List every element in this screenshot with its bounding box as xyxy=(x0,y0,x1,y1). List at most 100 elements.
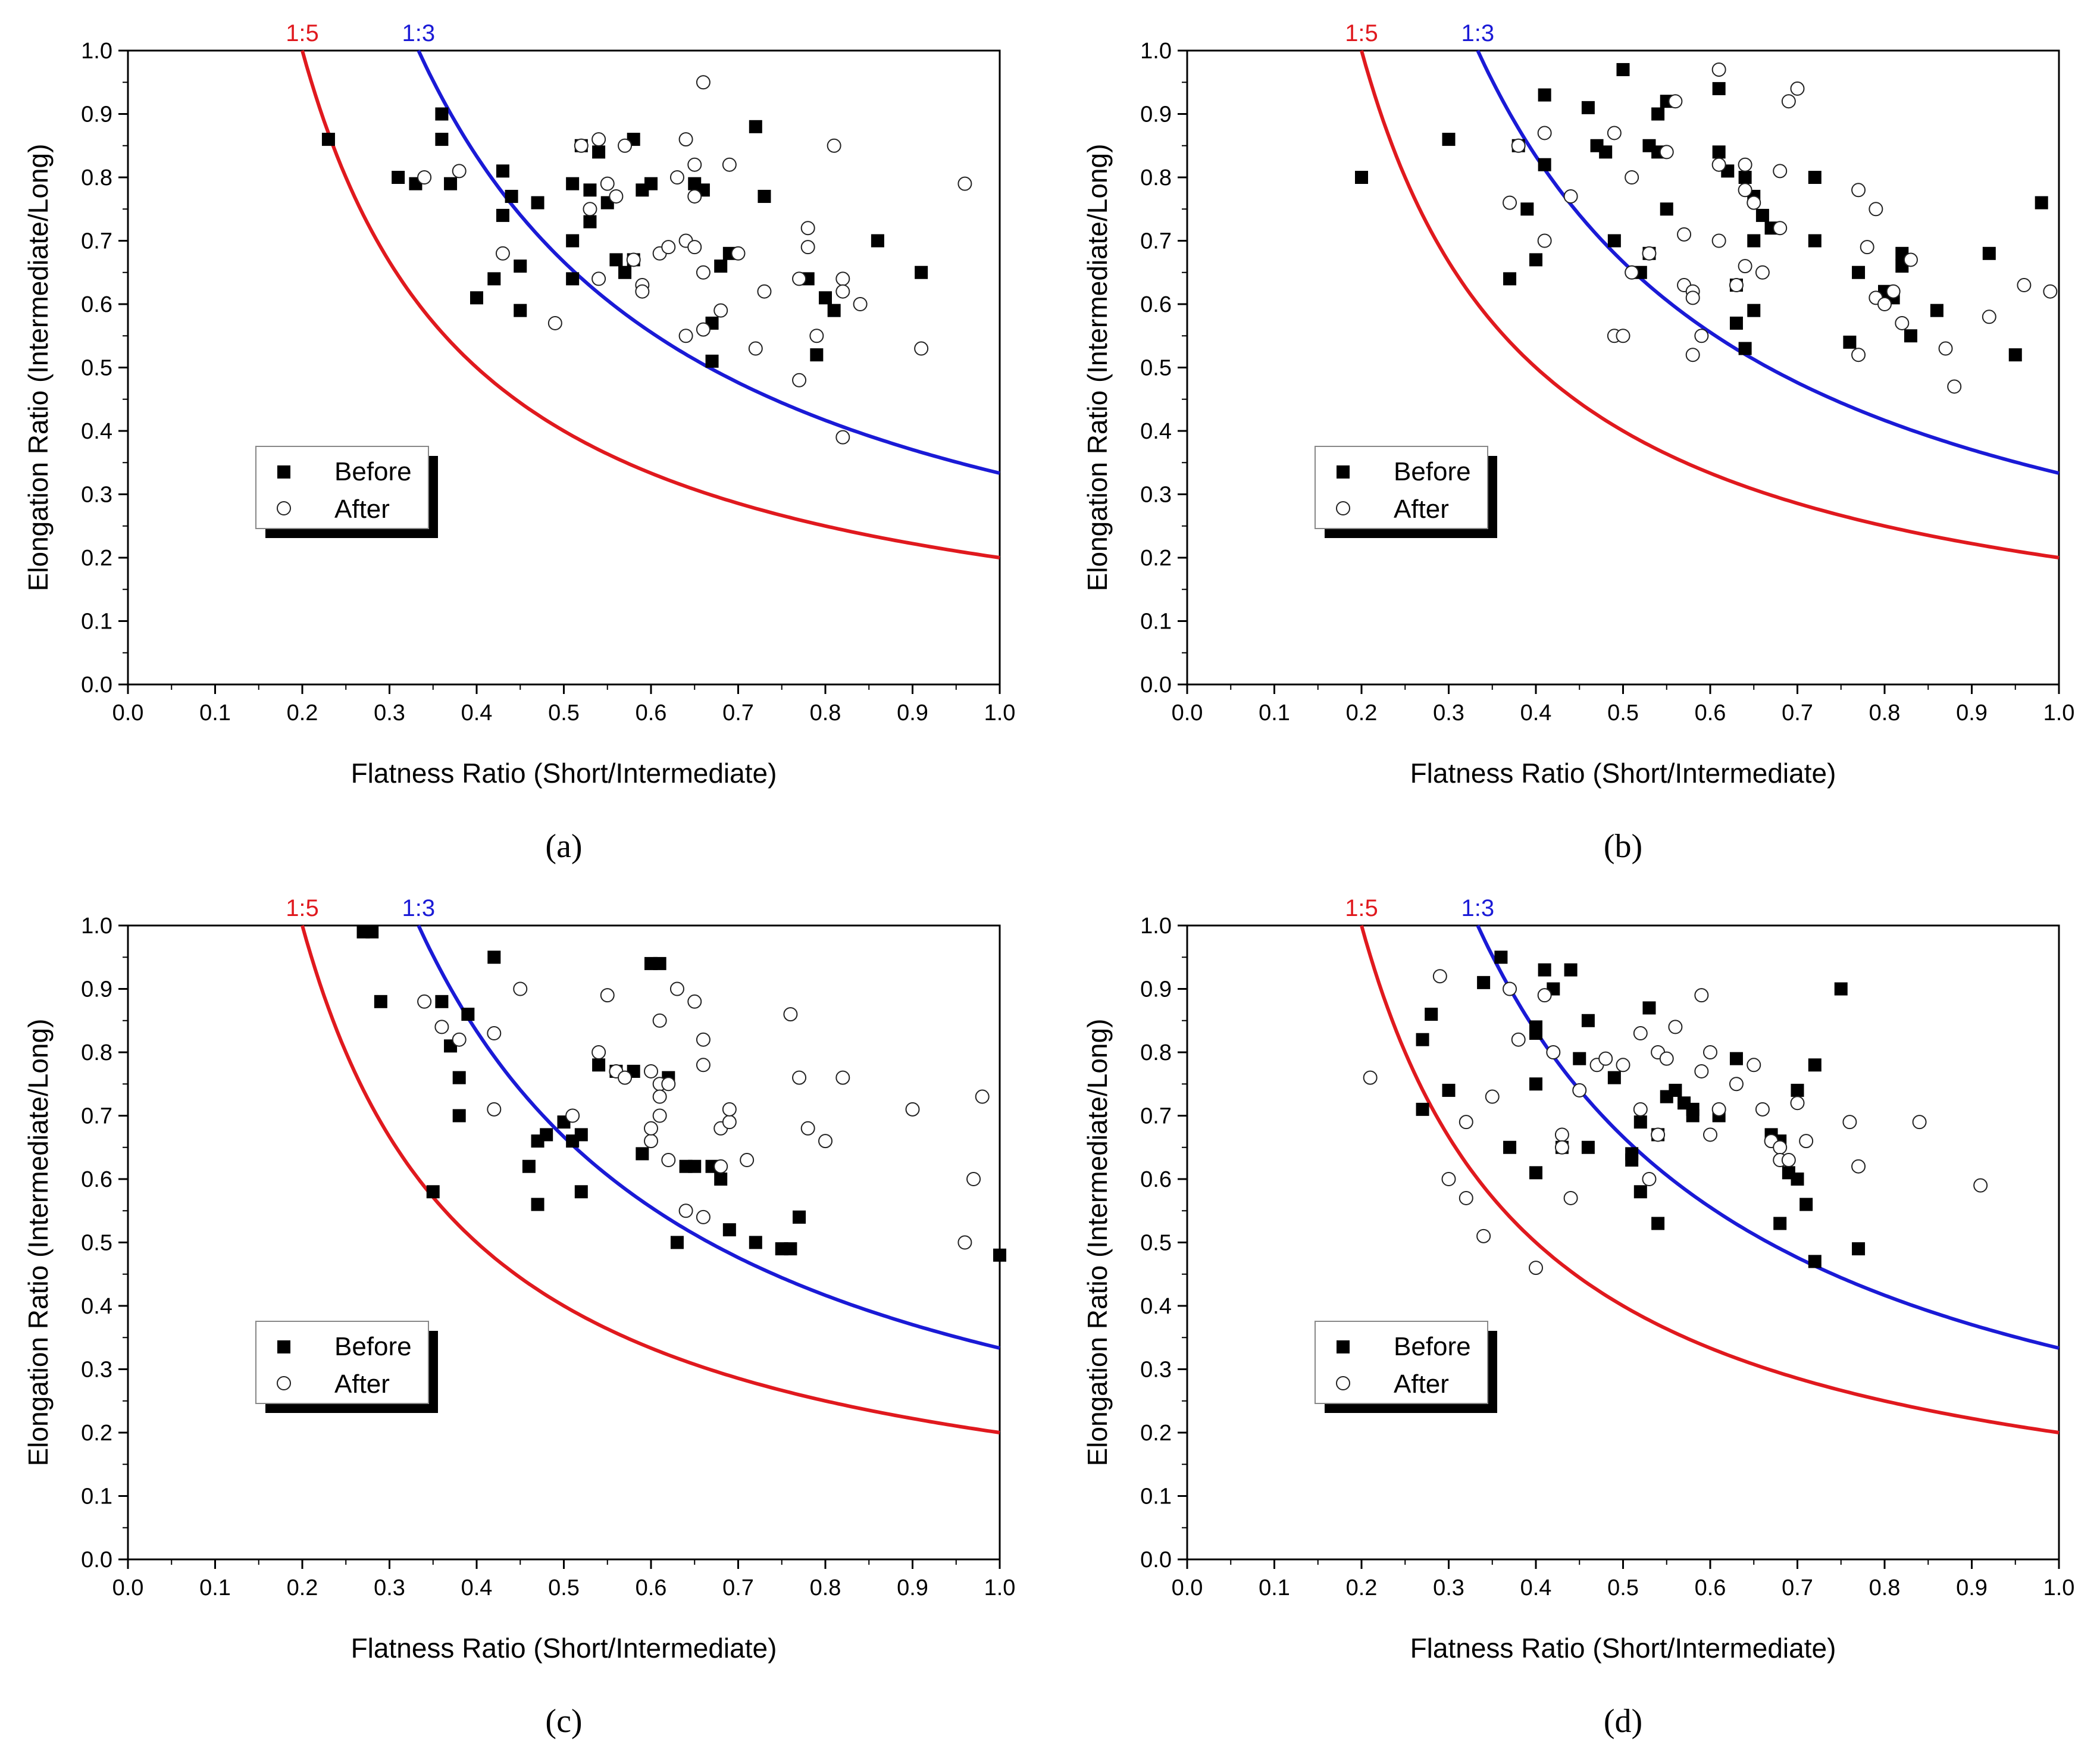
x-axis-title: Flatness Ratio (Short/Intermediate) xyxy=(1410,758,1836,789)
before-point xyxy=(496,164,509,178)
after-point xyxy=(513,981,528,996)
before-point xyxy=(470,291,483,305)
after-point xyxy=(1659,1051,1674,1066)
legend-after-marker xyxy=(277,1376,291,1390)
before-point xyxy=(1852,1242,1866,1256)
y-tick-label: 0.0 xyxy=(81,1547,112,1572)
before-point xyxy=(1642,1001,1656,1015)
chart-panel-c: 0.0 0.1 0.2 0.3 0.4 0.5 0.6 0.7 0.8 0.9 1.0 0.0 0.1 0… xyxy=(0,875,1024,1747)
before-point xyxy=(1808,1058,1822,1072)
before-point xyxy=(566,272,580,286)
after-point xyxy=(722,1102,737,1117)
after-point xyxy=(818,1134,833,1149)
before-point xyxy=(1442,133,1456,146)
after-point xyxy=(905,1102,920,1117)
before-point xyxy=(522,1159,536,1173)
before-point xyxy=(583,183,597,197)
before-point xyxy=(1729,1052,1743,1065)
after-point xyxy=(800,1121,815,1136)
legend-after-marker xyxy=(1336,1376,1350,1390)
before-point xyxy=(1651,107,1665,121)
after-point xyxy=(792,1070,807,1085)
after-point xyxy=(1668,94,1683,109)
after-point xyxy=(609,189,624,204)
before-point xyxy=(1834,982,1848,996)
after-point xyxy=(1616,1058,1630,1073)
after-point xyxy=(1363,1070,1378,1085)
before-point xyxy=(1843,335,1857,349)
after-point xyxy=(827,138,841,153)
y-tick-label: 0.0 xyxy=(81,673,112,698)
y-tick-label: 0.5 xyxy=(1140,1231,1172,1256)
before-point xyxy=(514,304,527,317)
scatter-chart-d: 0.0 0.1 0.2 0.3 0.4 0.5 0.6 0.7 0.8 0.9 1.0 0.0 0.1 0… xyxy=(1082,895,2074,1740)
x-tick-label: 0.3 xyxy=(374,1575,405,1600)
y-tick-label: 0.1 xyxy=(1140,609,1172,634)
scatter-chart-c: 0.0 0.1 0.2 0.3 0.4 0.5 0.6 0.7 0.8 0.9 1.0 0.0 0.1 0… xyxy=(23,895,1015,1740)
after-point xyxy=(1711,1102,1726,1117)
after-point xyxy=(1982,309,1996,324)
before-point xyxy=(531,196,544,210)
x-tick-label: 0.3 xyxy=(374,701,405,726)
after-point xyxy=(1659,145,1674,160)
before-point xyxy=(688,1159,702,1173)
after-point xyxy=(1747,1058,1761,1073)
y-tick-label: 0.1 xyxy=(81,609,112,634)
y-tick-label: 0.7 xyxy=(1140,1104,1172,1129)
after-point xyxy=(1711,157,1726,172)
x-tick-label: 0.9 xyxy=(1956,701,1988,726)
after-point xyxy=(835,271,850,286)
y-tick-label: 0.9 xyxy=(81,102,112,127)
plot-frame xyxy=(127,49,1001,686)
before-point xyxy=(1538,88,1551,102)
legend-before-label: Before xyxy=(1394,457,1471,486)
before-point xyxy=(1712,145,1726,159)
after-point xyxy=(1773,1140,1788,1155)
after-point xyxy=(1554,1140,1569,1155)
before-point xyxy=(496,208,509,222)
before-point xyxy=(505,189,518,203)
after-point xyxy=(1694,1064,1709,1078)
after-point xyxy=(696,1032,711,1047)
after-point xyxy=(1511,1032,1526,1047)
curve-1-3-label: 1:3 xyxy=(402,20,436,46)
before-point xyxy=(574,1128,588,1142)
y-tick-label: 0.5 xyxy=(1140,356,1172,381)
after-point xyxy=(1511,138,1526,153)
after-point xyxy=(487,1102,502,1117)
before-point xyxy=(1538,158,1551,171)
x-tick-label: 0.3 xyxy=(1433,701,1464,726)
x-tick-label: 0.2 xyxy=(1346,701,1378,726)
after-point xyxy=(1563,1190,1578,1205)
before-point xyxy=(452,1109,466,1123)
after-point xyxy=(678,132,693,147)
y-tick-label: 0.3 xyxy=(1140,1358,1172,1383)
before-point xyxy=(487,951,501,964)
after-point xyxy=(687,240,702,255)
x-axis-title: Flatness Ratio (Short/Intermediate) xyxy=(351,758,777,789)
after-point xyxy=(1459,1190,1473,1205)
before-point xyxy=(1607,1071,1621,1084)
x-tick-label: 0.5 xyxy=(548,701,580,726)
x-tick-label: 0.1 xyxy=(199,1575,231,1600)
y-tick-label: 0.3 xyxy=(1140,483,1172,508)
before-point xyxy=(1633,1115,1647,1129)
after-point xyxy=(1886,284,1901,299)
after-point xyxy=(1677,227,1692,242)
before-point xyxy=(566,177,580,190)
y-tick-label: 1.0 xyxy=(81,914,112,939)
before-point xyxy=(1425,1008,1438,1021)
before-point xyxy=(1581,101,1595,114)
legend-box xyxy=(255,1321,429,1404)
before-point xyxy=(915,265,928,279)
legend-before-marker xyxy=(277,1340,290,1353)
after-point xyxy=(696,75,711,90)
before-point xyxy=(722,1223,736,1237)
before-point xyxy=(1791,1083,1804,1097)
after-point xyxy=(591,271,606,286)
after-point xyxy=(417,994,432,1009)
after-point xyxy=(975,1089,990,1104)
before-point xyxy=(1791,1173,1804,1186)
x-tick-label: 0.5 xyxy=(1607,701,1639,726)
after-point xyxy=(1633,1026,1648,1041)
